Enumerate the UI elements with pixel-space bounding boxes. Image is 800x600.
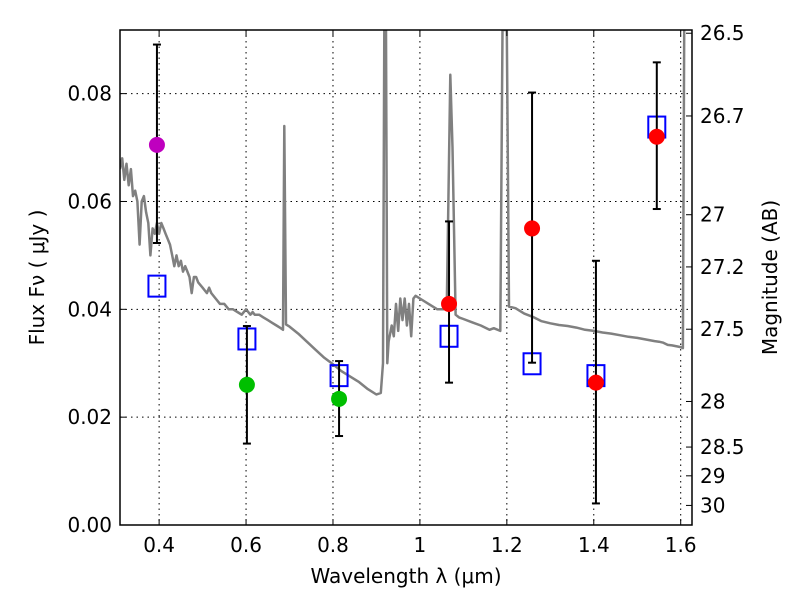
y2-tick-label: 29 bbox=[700, 464, 725, 488]
x-tick-label: 0.4 bbox=[143, 533, 175, 557]
y2-tick-label: 26.7 bbox=[700, 104, 745, 128]
y2-tick-label: 27.5 bbox=[700, 317, 745, 341]
y2-tick-label: 28 bbox=[700, 389, 725, 413]
y2-axis-label: Magnitude (AB) bbox=[758, 200, 782, 355]
y2-tick-label: 27.2 bbox=[700, 255, 745, 279]
y-tick-label: 0.06 bbox=[67, 189, 112, 213]
y-tick-label: 0.04 bbox=[67, 297, 112, 321]
x-tick-label: 0.6 bbox=[230, 533, 262, 557]
model-spectrum bbox=[120, 30, 686, 396]
x-axis-label: Wavelength λ (μm) bbox=[310, 564, 501, 588]
x-tick-label: 1.4 bbox=[578, 533, 610, 557]
x-tick-label: 1.6 bbox=[665, 533, 697, 557]
flux-point bbox=[648, 128, 665, 145]
spectrum-line bbox=[120, 30, 686, 396]
y-tick-label: 0.00 bbox=[67, 513, 112, 537]
flux-point bbox=[148, 136, 165, 153]
y2-tick-label: 28.5 bbox=[700, 435, 745, 459]
grid-lines bbox=[120, 30, 692, 526]
data-points bbox=[147, 43, 667, 505]
axis-ticks: 0.4 0.6 0.8 1 1.2 1.4 1.6 0.00 0.02 0.04 0.06 0.08 2… bbox=[67, 21, 744, 557]
y2-tick-label: 30 bbox=[700, 493, 725, 517]
y2-tick-label: 26.5 bbox=[700, 21, 745, 45]
plot-frame bbox=[119, 29, 693, 526]
y-tick-label: 0.02 bbox=[67, 405, 112, 429]
y-axis-label: Flux Fν ( μJy ) bbox=[25, 210, 49, 346]
y2-tick-label: 27 bbox=[700, 203, 725, 227]
flux-point bbox=[238, 376, 255, 393]
flux-point bbox=[441, 295, 458, 312]
x-tick-label: 1.2 bbox=[491, 533, 523, 557]
flux-point bbox=[524, 220, 541, 237]
flux-point bbox=[331, 390, 348, 407]
x-tick-label: 1 bbox=[414, 533, 427, 557]
model-band-square bbox=[147, 274, 167, 298]
flux-point bbox=[587, 374, 604, 391]
y-tick-label: 0.08 bbox=[67, 82, 112, 106]
x-tick-label: 0.8 bbox=[317, 533, 349, 557]
